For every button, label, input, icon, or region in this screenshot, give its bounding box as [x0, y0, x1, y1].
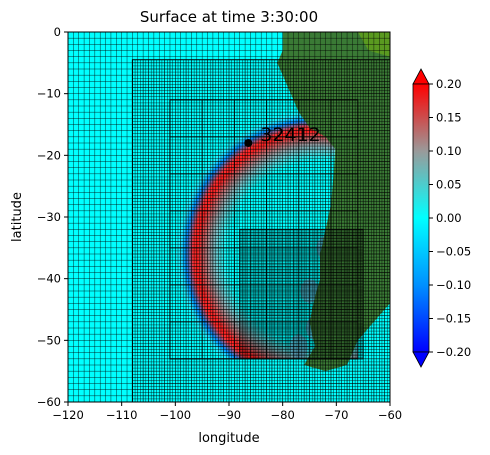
y-tick-label: −50: [37, 333, 61, 347]
x-tick-label: −100: [160, 408, 192, 422]
colorbar-extend-top: [412, 68, 430, 85]
colorbar-tick-label: −0.10: [436, 278, 471, 292]
colorbar-extend-bottom: [412, 351, 430, 368]
y-tick-label: −30: [37, 210, 61, 224]
gauge: 32412: [244, 124, 321, 147]
grid-patch-border: [239, 228, 364, 360]
plot-area: [68, 32, 390, 402]
colorbar-tick-label: 0.00: [436, 211, 462, 225]
colorbar-tick-label: 0.15: [436, 111, 462, 125]
colorbar-tick-label: 0.05: [436, 178, 462, 192]
x-tick-label: −90: [217, 408, 241, 422]
y-tick-label: −10: [37, 87, 61, 101]
x-tick-label: −60: [378, 408, 402, 422]
y-tick-label: −20: [37, 148, 61, 162]
amr-grid: [68, 32, 390, 402]
colorbar-tick-label: −0.20: [436, 345, 471, 359]
x-tick-label: −120: [52, 408, 84, 422]
x-axis-ticks: −120 −110 −100 −90 −80 −70 −60: [52, 402, 402, 422]
colorbar-tick-label: 0.10: [436, 144, 462, 158]
x-axis-label: longitude: [198, 431, 259, 446]
colorbar-gradient: [412, 83, 430, 353]
grid-patch-border: [131, 59, 390, 402]
y-tick-label: −60: [37, 395, 61, 409]
colorbar-ticks: 0.20 0.15 0.10 0.05 0.00 −0.05 −0.10 −0.15 −0.20: [429, 77, 471, 359]
colorbar-tick-label: −0.15: [436, 312, 471, 326]
grid-level-4: [239, 228, 364, 360]
colorbar: 0.20 0.15 0.10 0.05 0.00 −0.05 −0.10 −0.15 −0.20: [412, 68, 471, 368]
y-tick-label: −40: [37, 272, 61, 286]
x-tick-label: −80: [271, 408, 295, 422]
colorbar-tick-label: −0.05: [436, 245, 471, 259]
y-axis-ticks: 0 −10 −20 −30 −40 −50 −60: [37, 25, 68, 409]
x-tick-label: −70: [324, 408, 348, 422]
x-tick-label: −110: [106, 408, 138, 422]
y-axis-label: latitude: [10, 192, 25, 242]
gauge-label: 32412: [260, 124, 320, 146]
chart-title: Surface at time 3:30:00: [140, 8, 318, 26]
colorbar-tick-label: 0.20: [436, 77, 462, 91]
gauge-marker: [244, 139, 253, 147]
y-tick-label: 0: [54, 25, 61, 39]
